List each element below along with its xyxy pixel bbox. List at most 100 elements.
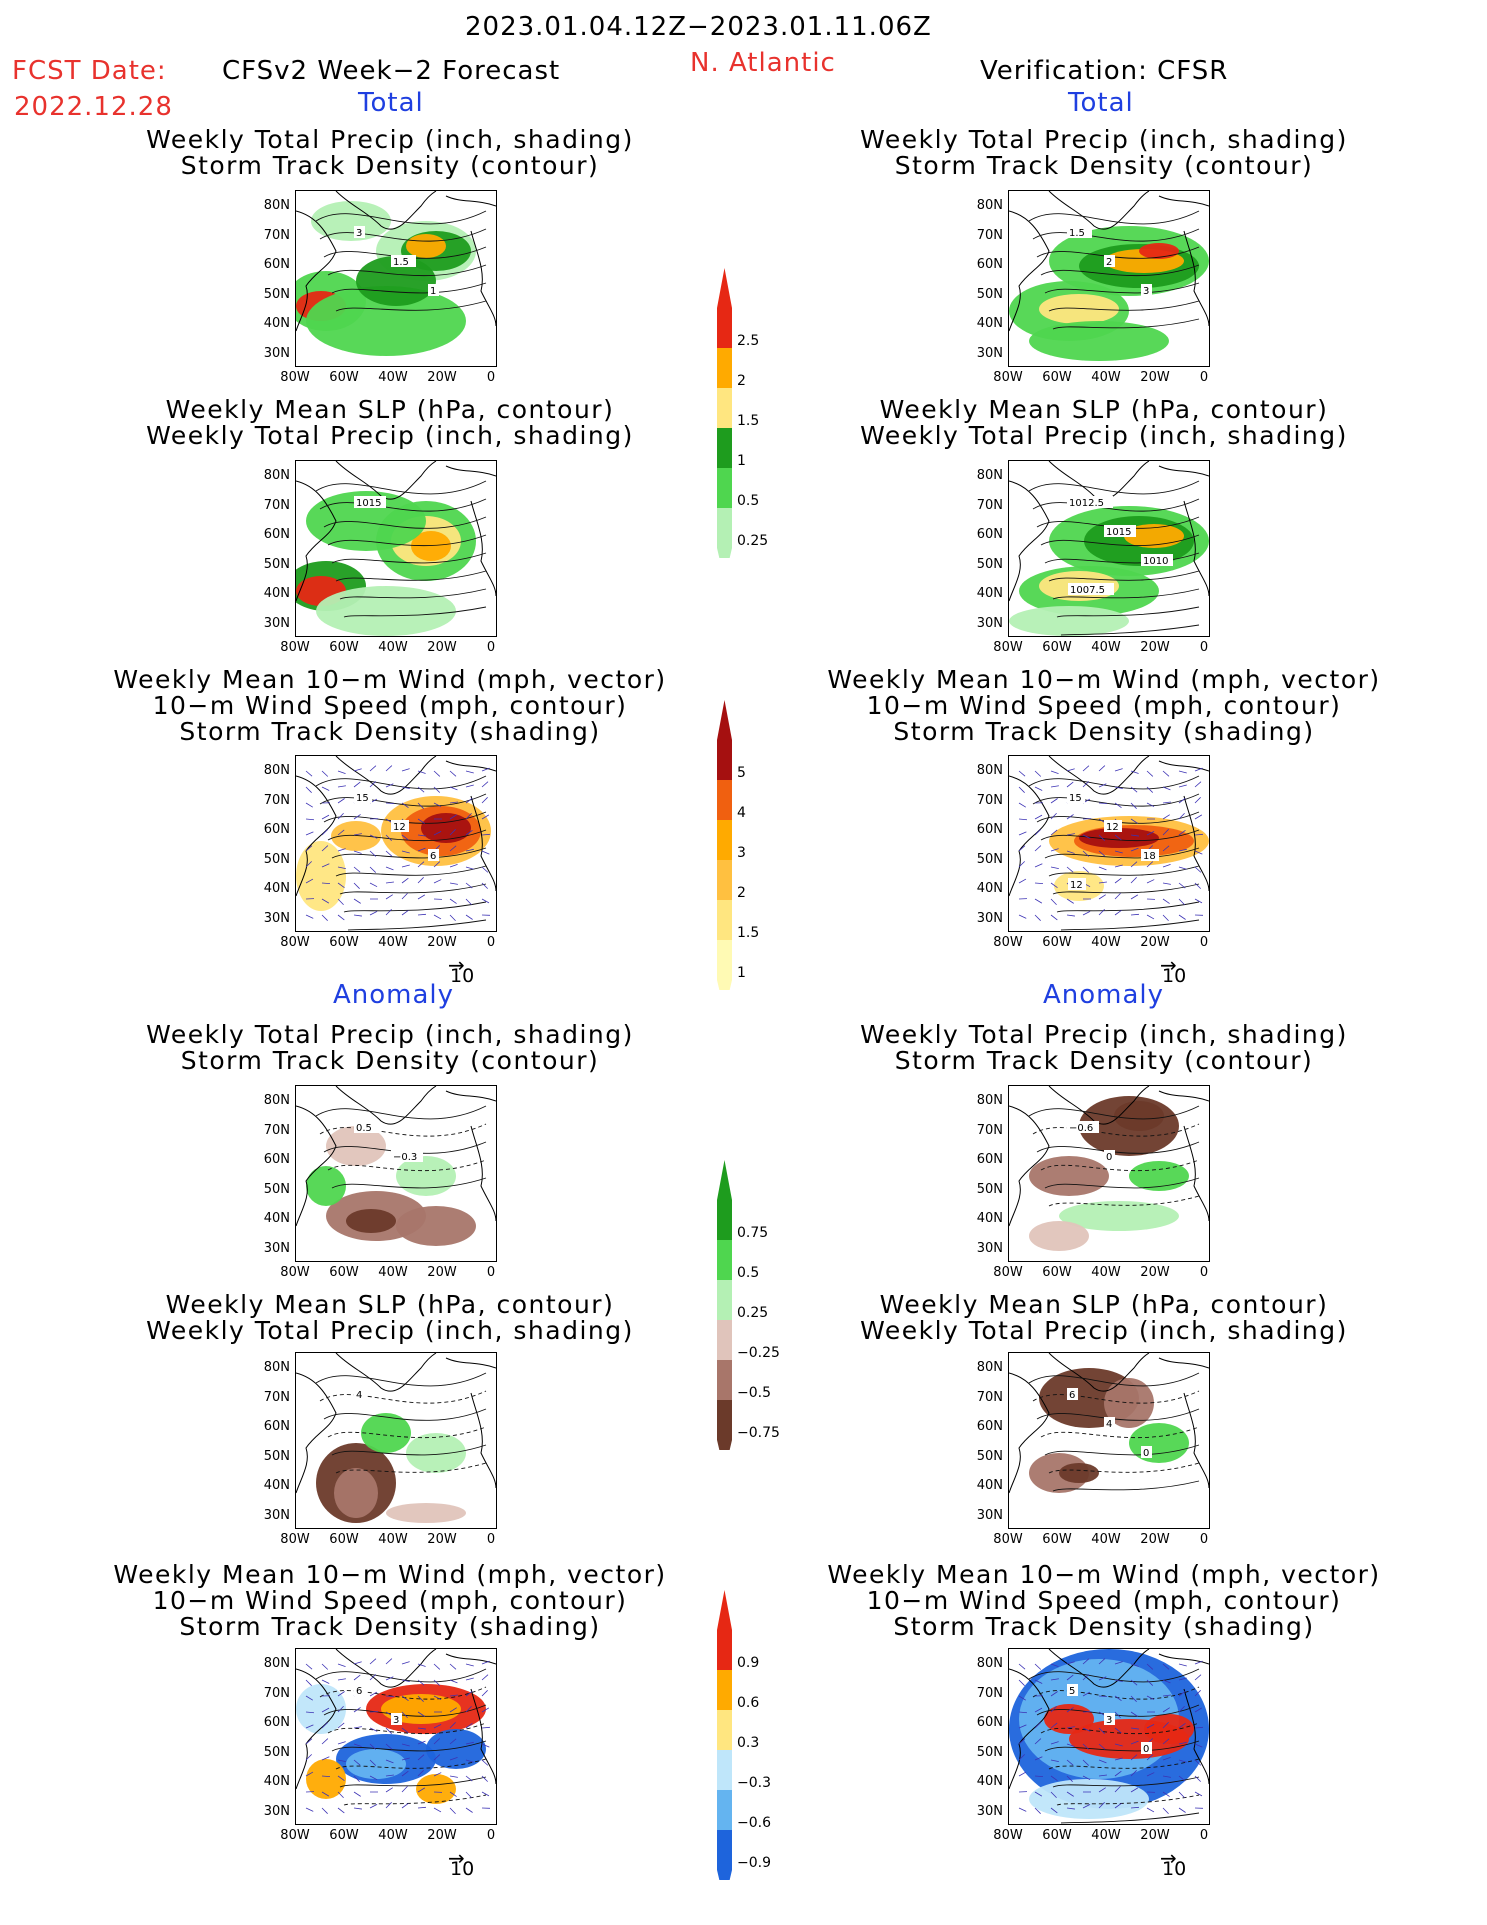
colorbar-tick-label: 0.3	[737, 1735, 760, 1751]
contour-line	[339, 1776, 487, 1788]
wind-vector	[1082, 834, 1091, 839]
ver-wind-storm-map: 15 12 18 12	[1008, 755, 1210, 932]
wind-vector	[1114, 1695, 1122, 1702]
lon-tick: 80W	[280, 1828, 310, 1843]
contour-line	[319, 1686, 487, 1700]
wind-vector	[337, 1722, 345, 1729]
lat-tick: 80N	[263, 763, 290, 778]
lon-tick: 40W	[378, 640, 408, 655]
wind-vector	[1018, 1695, 1027, 1701]
contour-label-box	[1104, 525, 1136, 537]
colorbar-storm-anomaly: 0.9 0.6 0.3 −0.3 −0.6 −0.9	[717, 1590, 777, 1890]
wind-vector	[481, 1791, 490, 1797]
contour-label: 6	[430, 851, 436, 862]
lon-tick: 20W	[427, 935, 457, 950]
lat-tick: 80N	[976, 1093, 1003, 1108]
wind-vector	[481, 866, 489, 873]
shading-blob	[421, 813, 471, 843]
wind-vector	[401, 786, 410, 790]
fc-anom-wind-storm-map-plot: 63	[296, 1649, 496, 1815]
lat-tick: 30N	[976, 1803, 1003, 1819]
lat-tick: 40N	[263, 586, 290, 601]
contour-line	[331, 1444, 487, 1456]
fcst-date-label: FCST Date:	[12, 56, 167, 86]
wind-vector	[1130, 802, 1137, 809]
wind-vector	[417, 1679, 425, 1686]
colorbar-swatch	[717, 348, 732, 388]
wind-vector	[417, 802, 424, 809]
wind-vector	[321, 1756, 330, 1761]
contour-line	[1048, 1195, 1200, 1207]
wind-vector	[1050, 785, 1059, 788]
colorbar-tick-label: 0.5	[737, 1265, 760, 1281]
lat-tick: 50N	[976, 286, 1003, 302]
wind-vector	[1146, 861, 1154, 868]
wind-vector	[465, 1775, 473, 1782]
wind-vector	[465, 866, 474, 870]
contour-label: 0	[1143, 1448, 1149, 1459]
wind-vector	[1162, 1722, 1169, 1729]
contour-line	[1056, 901, 1200, 913]
wind-vector	[1018, 1738, 1026, 1745]
fc-precip-storm-map: 3 1.5 1	[295, 190, 497, 367]
contour-line	[331, 847, 487, 859]
wind-vector	[1050, 1691, 1058, 1697]
wind-vector	[1130, 1727, 1139, 1730]
wind-vector	[465, 1791, 472, 1799]
lon-tick: 80W	[280, 370, 310, 385]
contour-label-box	[391, 255, 416, 267]
iceland-coastline	[1158, 195, 1209, 207]
lon-tick: 0	[1199, 1532, 1209, 1547]
fc-anom-precip-storm-title-line: Storm Track Density (contour)	[180, 1046, 600, 1075]
greenland-coastline	[1048, 756, 1150, 795]
lat-tick: 50N	[263, 286, 290, 302]
greenland-coastline	[335, 1649, 437, 1688]
wind-vector	[353, 914, 362, 917]
lon-tick: 40W	[378, 370, 408, 385]
shading-blob	[416, 1774, 456, 1804]
lat-tick: 80N	[263, 198, 290, 213]
wind-vector	[1194, 781, 1202, 788]
contour-label: 4	[356, 1390, 362, 1401]
contour-line	[331, 282, 487, 294]
wind-vector	[369, 834, 378, 839]
lat-tick: 50N	[976, 1448, 1003, 1464]
wind-vector	[1162, 1694, 1171, 1697]
wind-vector	[1194, 814, 1203, 820]
lon-tick: 0	[1199, 370, 1209, 385]
contour-label: −0.6	[1069, 1123, 1093, 1134]
wind-vector	[1066, 781, 1074, 788]
greenland-coastline	[1048, 1649, 1150, 1688]
europe-coastline	[470, 1125, 496, 1222]
lat-tick: 30N	[263, 615, 290, 631]
wind-vector	[1130, 786, 1138, 793]
wind-vector	[465, 848, 474, 852]
wind-vector	[353, 768, 362, 772]
wind-vector	[481, 1726, 491, 1729]
lon-tick: 20W	[1140, 1828, 1170, 1843]
lat-tick: 60N	[263, 1419, 290, 1434]
shading-blob	[361, 1413, 411, 1453]
period-title: 2023.01.04.12Z−2023.01.11.06Z	[465, 12, 932, 42]
wind-vector	[481, 1775, 488, 1782]
lat-tick: 70N	[263, 1389, 290, 1405]
wind-vector	[337, 1741, 346, 1745]
wind-vector	[1114, 768, 1123, 772]
contour-label-box	[354, 1388, 365, 1400]
contour-label: 1.5	[1069, 228, 1085, 239]
wind-vector	[385, 1695, 395, 1698]
fc-anom-wind-storm-title-line: 10−m Wind Speed (mph, contour)	[152, 1586, 628, 1615]
lat-tick: 70N	[263, 1122, 290, 1138]
wind-vector	[321, 1707, 330, 1713]
lon-tick: 0	[486, 1828, 496, 1843]
ver-precip-storm-map: 1.5 2 3	[1008, 190, 1210, 367]
wind-vector	[1114, 1770, 1122, 1777]
wind-vector	[305, 861, 312, 868]
wind-vector	[1146, 879, 1155, 884]
wind-vector	[1082, 765, 1090, 772]
wind-vector	[1130, 1711, 1138, 1717]
colorbar-swatch	[717, 468, 732, 508]
wind-vector	[465, 1705, 472, 1713]
contour-line	[319, 1390, 487, 1404]
wind-vector	[465, 1690, 473, 1697]
